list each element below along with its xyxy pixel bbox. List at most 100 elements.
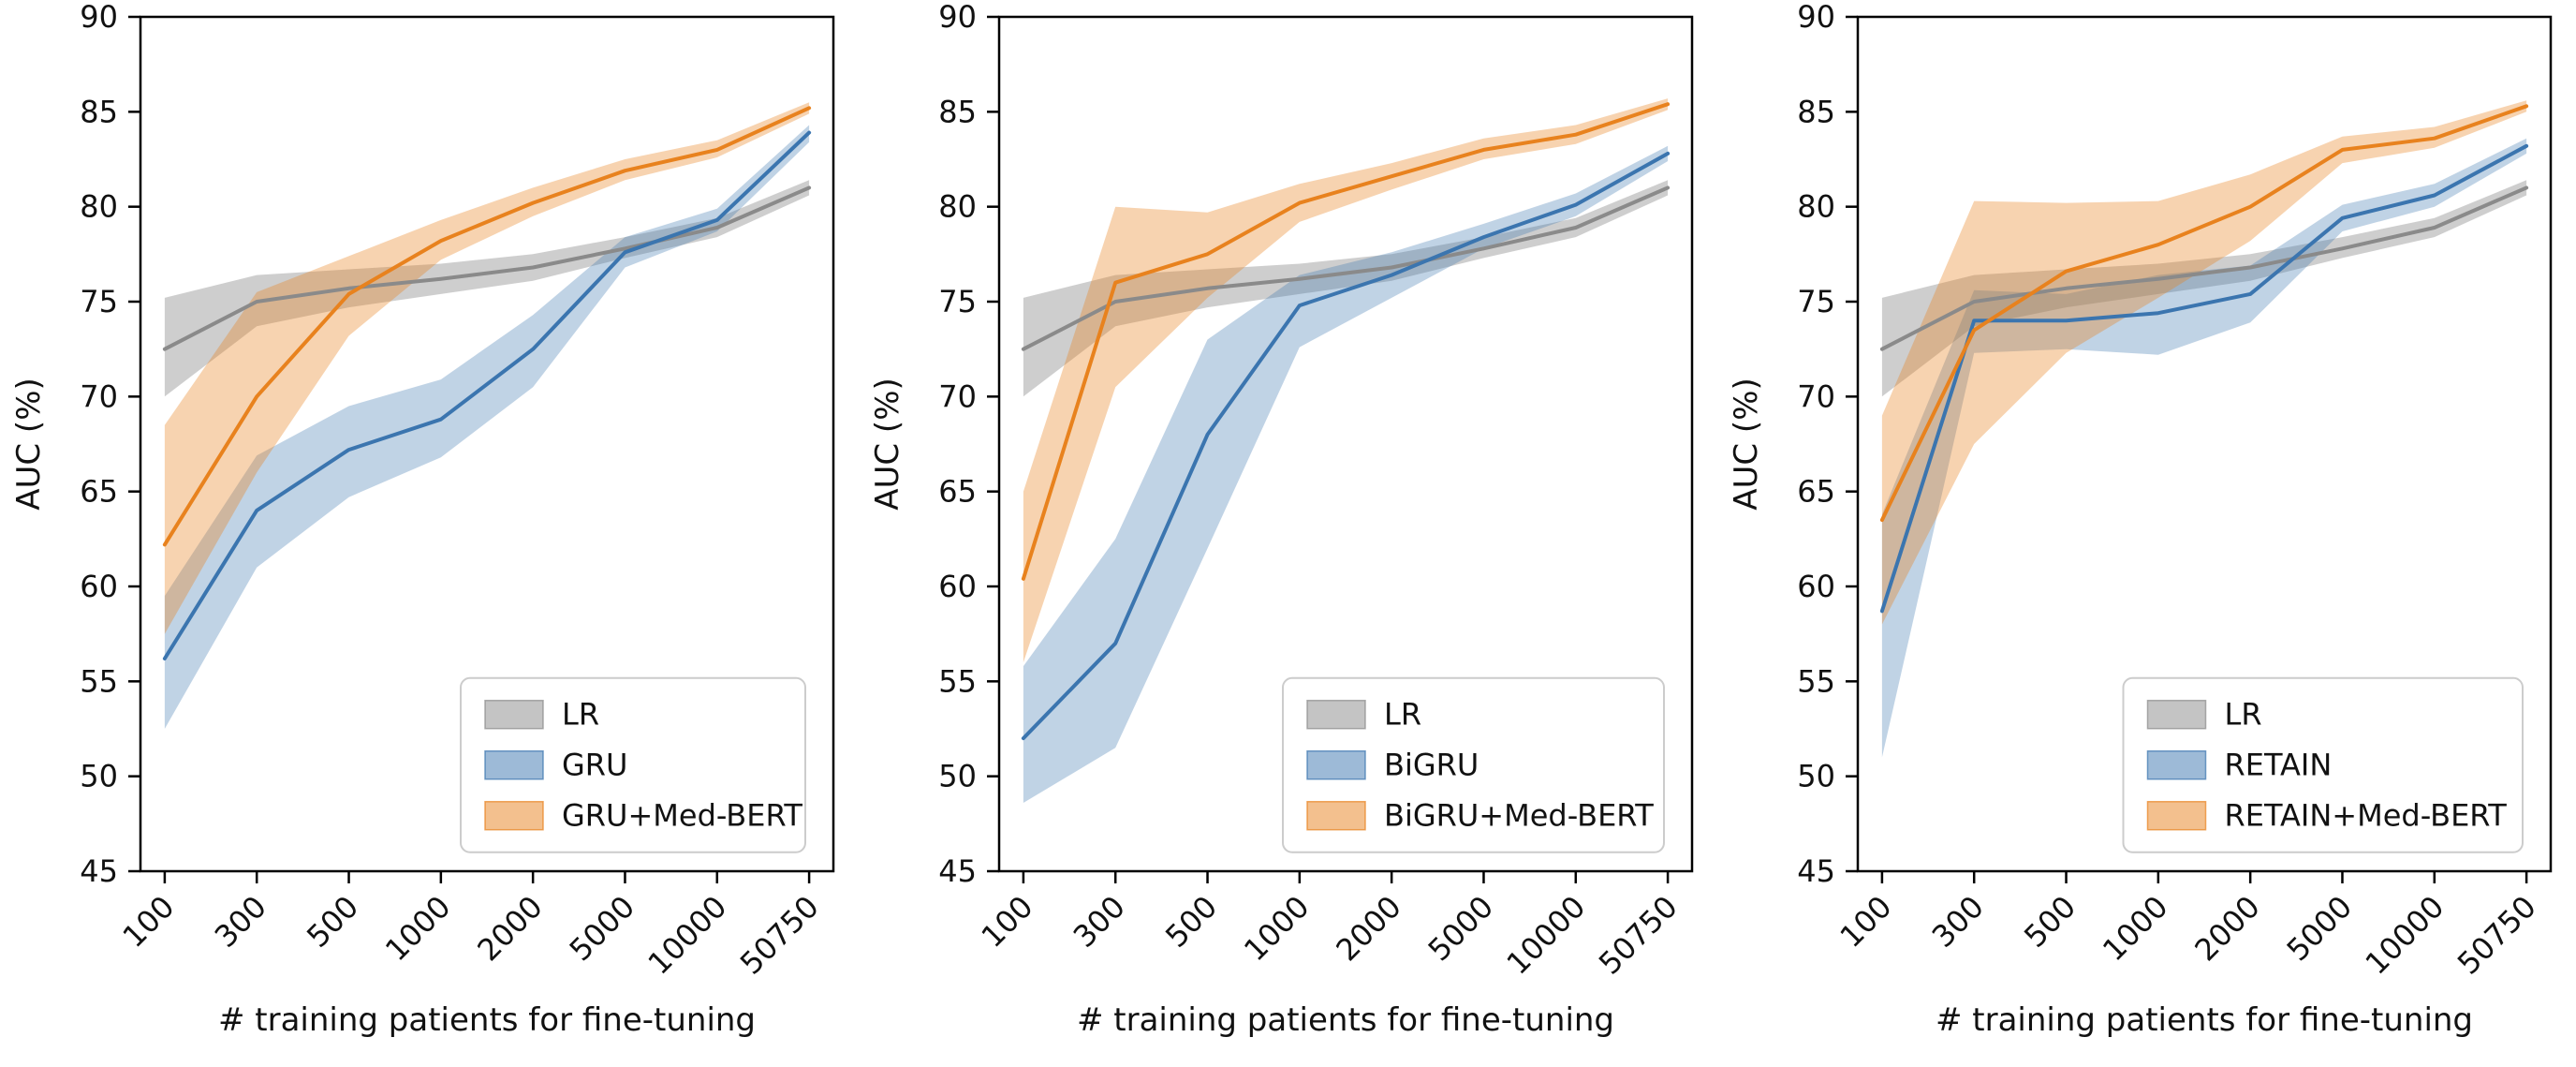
- x-tick-label: 100: [974, 889, 1039, 955]
- y-tick-label: 85: [80, 94, 118, 129]
- x-tick-label: 10000: [641, 889, 734, 982]
- legend-swatch-BiGRU+Med-BERT: [1306, 800, 1366, 831]
- y-tick-label: 55: [1797, 663, 1835, 699]
- confidence-band-GRU: [164, 125, 810, 729]
- confidence-band-LR: [164, 180, 810, 397]
- chart-svg-gru-panel: 45 50 55 60 65 70 75 80 85 90 100 300 500 1000 2000 500…: [10, 0, 835, 1039]
- legend-box: [1282, 676, 1665, 853]
- x-tick-label: 5000: [1421, 889, 1500, 968]
- legend-label-RETAIN: RETAIN: [2225, 748, 2333, 783]
- x-tick-label: 50750: [1592, 889, 1685, 982]
- y-tick-label: 50: [938, 759, 977, 794]
- x-tick-label: 500: [1158, 889, 1224, 955]
- legend-label-GRU: GRU: [562, 748, 627, 783]
- x-axis-label: # training patients for fine-tuning: [1077, 1001, 1614, 1039]
- legend-box: [2122, 676, 2524, 853]
- y-tick-label: 80: [1797, 189, 1835, 225]
- legend-swatch-BiGRU: [1306, 749, 1366, 780]
- legend-swatch-LR: [484, 699, 544, 730]
- series-line-BiGRU: [1021, 151, 1671, 741]
- series-line-LR: [1879, 185, 2529, 351]
- confidence-band-GRU+Med-BERT: [164, 102, 810, 634]
- legend-box: [460, 676, 806, 853]
- y-tick-label: 70: [80, 378, 118, 414]
- x-tick-label: 50750: [733, 889, 826, 982]
- legend-label-RETAIN+Med-BERT: RETAIN+Med-BERT: [2225, 798, 2508, 834]
- chart-panel-bigru: 45 50 55 60 65 70 75 80 85 90 100 300 500 1000 2000 500…: [859, 0, 1717, 1067]
- x-tick-label: 300: [1925, 889, 1991, 955]
- confidence-band-BiGRU+Med-BERT: [1023, 98, 1669, 663]
- legend-label-LR: LR: [562, 697, 599, 733]
- legend-swatch-RETAIN: [2146, 749, 2207, 780]
- series-line-GRU+Med-BERT: [162, 106, 812, 547]
- legend-swatch-RETAIN+Med-BERT: [2146, 800, 2207, 831]
- x-axis-label: # training patients for fine-tuning: [1936, 1001, 2473, 1039]
- y-tick-label: 65: [80, 474, 118, 510]
- y-tick-label: 60: [80, 569, 118, 604]
- y-tick-label: 80: [80, 189, 118, 225]
- x-tick-label: 300: [208, 889, 273, 955]
- axes-frame: [997, 15, 1694, 873]
- y-tick-label: 80: [938, 189, 977, 225]
- x-tick-label: 100: [1833, 889, 1898, 955]
- x-tick-label: 10000: [2359, 889, 2451, 982]
- y-tick-label: 55: [938, 663, 977, 699]
- y-tick-label: 60: [938, 569, 977, 604]
- x-tick-label: 1000: [378, 889, 457, 968]
- legend-swatch-GRU+Med-BERT: [484, 800, 544, 831]
- legend-label-BiGRU+Med-BERT: BiGRU+Med-BERT: [1384, 798, 1654, 834]
- axes-frame: [139, 15, 835, 873]
- series-line-LR: [162, 185, 812, 351]
- chart-panel-gru: 45 50 55 60 65 70 75 80 85 90 100 300 500 1000 2000 500…: [0, 0, 859, 1067]
- axes-frame: [1856, 15, 2553, 873]
- legend-label-LR: LR: [1384, 697, 1421, 733]
- x-tick-label: 1000: [1237, 889, 1316, 968]
- x-tick-label: 5000: [563, 889, 641, 968]
- chart-panel-retain: 45 50 55 60 65 70 75 80 85 90 100 300 500 1000 2000 500…: [1717, 0, 2576, 1067]
- y-tick-label: 50: [1797, 759, 1835, 794]
- x-tick-label: 2000: [470, 889, 549, 968]
- y-tick-label: 75: [80, 284, 118, 319]
- x-tick-label: 300: [1067, 889, 1132, 955]
- legend-swatch-GRU: [484, 749, 544, 780]
- legend-swatch-LR: [2146, 699, 2207, 730]
- y-axis-label: AUC (%): [10, 378, 48, 511]
- x-tick-label: 5000: [2280, 889, 2359, 968]
- series-line-RETAIN+Med-BERT: [1879, 104, 2529, 523]
- series-line-GRU: [162, 130, 812, 660]
- y-tick-label: 90: [80, 0, 118, 35]
- y-tick-label: 70: [938, 378, 977, 414]
- x-tick-label: 2000: [2187, 889, 2266, 968]
- legend-label-LR: LR: [2225, 697, 2262, 733]
- confidence-band-BiGRU: [1023, 145, 1669, 804]
- x-axis-label: # training patients for fine-tuning: [218, 1001, 756, 1039]
- y-tick-label: 60: [1797, 569, 1835, 604]
- y-axis-label: AUC (%): [1728, 378, 1765, 511]
- y-tick-label: 45: [80, 853, 118, 889]
- y-tick-label: 75: [1797, 284, 1835, 319]
- x-tick-label: 2000: [1329, 889, 1407, 968]
- y-tick-label: 50: [80, 759, 118, 794]
- legend-swatch-LR: [1306, 699, 1366, 730]
- x-tick-label: 1000: [2096, 889, 2174, 968]
- y-tick-label: 65: [938, 474, 977, 510]
- series-line-LR: [1021, 185, 1671, 351]
- y-tick-label: 70: [1797, 378, 1835, 414]
- confidence-band-RETAIN+Med-BERT: [1881, 100, 2527, 625]
- y-tick-label: 85: [1797, 94, 1835, 129]
- x-tick-label: 500: [2017, 889, 2083, 955]
- x-tick-label: 500: [300, 889, 365, 955]
- y-axis-label: AUC (%): [869, 378, 906, 511]
- legend-label-BiGRU: BiGRU: [1384, 748, 1479, 783]
- chart-svg-bigru-panel: 45 50 55 60 65 70 75 80 85 90 100 300 500 1000 2000 500…: [869, 0, 1694, 1039]
- y-tick-label: 75: [938, 284, 977, 319]
- x-tick-label: 100: [115, 889, 181, 955]
- confidence-band-LR: [1023, 180, 1669, 397]
- y-tick-label: 65: [1797, 474, 1835, 510]
- y-tick-label: 45: [938, 853, 977, 889]
- x-tick-label: 50750: [2451, 889, 2543, 982]
- y-tick-label: 85: [938, 94, 977, 129]
- chart-svg-retain-panel: 45 50 55 60 65 70 75 80 85 90 100 300 500 1000 2000 500…: [1728, 0, 2553, 1039]
- y-tick-label: 90: [938, 0, 977, 35]
